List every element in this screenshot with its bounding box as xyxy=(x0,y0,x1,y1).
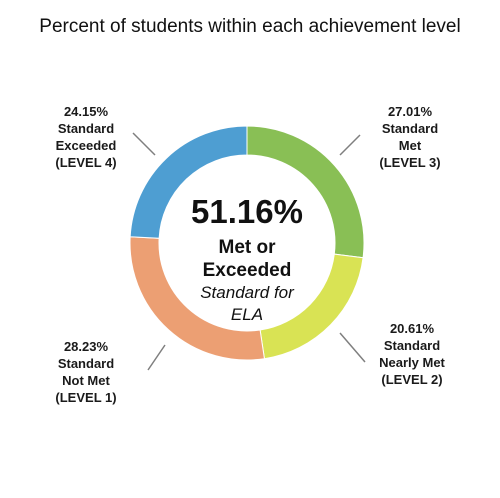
slice-label-3-line-4: (LEVEL 1) xyxy=(55,390,116,405)
slices-layer xyxy=(129,125,365,361)
slice-label-2-line-1: 20.61% xyxy=(390,321,435,336)
leader-line-4 xyxy=(132,132,156,156)
center-line-3: Standard for xyxy=(200,283,295,302)
center-line-1: Met or xyxy=(219,237,277,258)
slice-label-1-line-1: 27.01% xyxy=(388,104,433,119)
center-line-4: ELA xyxy=(231,305,263,324)
center-line-2: Exceeded xyxy=(203,260,292,281)
donut-slice-4 xyxy=(129,125,248,239)
leader-line-2 xyxy=(339,332,366,363)
slice-label-2-line-2: Standard xyxy=(384,338,440,353)
slice-label-2-line-3: Nearly Met xyxy=(379,355,445,370)
slice-label-3-line-2: Standard xyxy=(58,356,114,371)
slice-label-4-line-1: 24.15% xyxy=(64,104,109,119)
slice-label-4-line-3: Exceeded xyxy=(56,138,117,153)
slice-labels: 27.01% Standard Met (LEVEL 3) 20.61% Standard… xyxy=(55,104,445,405)
slice-label-3-line-1: 28.23% xyxy=(64,339,109,354)
slice-label-1-line-3: Met xyxy=(399,138,422,153)
center-text: 51.16% Met or Exceeded Standard for ELA xyxy=(191,193,303,324)
slice-label-4-line-2: Standard xyxy=(58,121,114,136)
slice-label-2-line-4: (LEVEL 2) xyxy=(381,372,442,387)
slice-label-3-line-3: Not Met xyxy=(62,373,110,388)
slice-label-1-line-4: (LEVEL 3) xyxy=(379,155,440,170)
slice-label-4-line-4: (LEVEL 4) xyxy=(55,155,116,170)
center-value: 51.16% xyxy=(191,193,303,230)
leader-line-3 xyxy=(147,344,166,371)
leader-lines xyxy=(132,132,366,371)
chart-title: Percent of students within each achievem… xyxy=(39,16,461,37)
slice-label-1-line-2: Standard xyxy=(382,121,438,136)
leader-line-1 xyxy=(339,134,361,156)
